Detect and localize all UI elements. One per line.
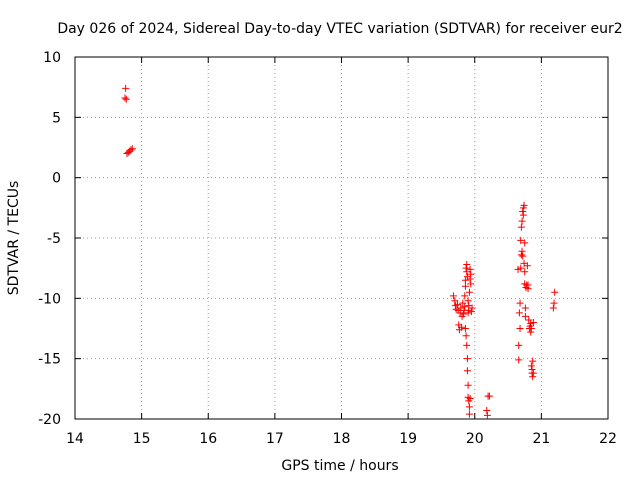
data-point [459,310,467,318]
data-point [464,297,472,305]
data-point [463,355,471,363]
data-point [520,201,528,209]
data-point [449,292,457,300]
data-point [549,304,557,312]
data-point [465,403,473,411]
data-point [519,207,527,215]
x-tick-label: 16 [199,431,217,447]
data-point [461,292,469,300]
data-point [464,381,472,389]
x-tick-label: 21 [532,431,550,447]
data-point [483,407,491,415]
x-tick-label: 14 [66,431,84,447]
data-point [465,410,473,418]
data-point [128,145,136,153]
data-point [465,288,473,296]
data-point [463,261,471,269]
x-tick-label: 20 [466,431,484,447]
axes: 14 15 16 17 18 19 20 21 22 -20 -15 -10 -5 0 5 10 [38,50,617,447]
plot-border [74,56,609,420]
data-point [519,211,527,219]
data-point [515,341,523,349]
data-point [529,373,537,381]
y-tick-label: -10 [38,291,61,307]
data-point [516,299,524,307]
y-tick-label: 5 [52,110,61,126]
data-points [121,84,559,419]
data-point [529,318,537,326]
data-point [451,297,459,305]
data-point [550,299,558,307]
data-point [524,281,532,289]
data-point [461,325,469,332]
data-point [467,280,475,288]
data-point [515,356,523,364]
data-point [527,362,535,370]
data-point [517,251,525,259]
data-point [127,146,135,154]
data-point [529,369,537,377]
x-axis-label: GPS time / hours [281,458,398,474]
data-point [466,265,474,273]
data-point [122,95,130,103]
data-point [529,357,537,365]
y-axis-label: SDTVAR / TECUs [6,181,22,296]
data-point [525,316,533,324]
x-tick-label: 17 [266,431,284,447]
data-point [467,270,475,278]
x-tick-label: 22 [599,431,617,447]
chart-title: Day 026 of 2024, Sidereal Day-to-day VTE… [57,21,622,37]
data-point [521,304,529,312]
data-point [462,332,470,340]
data-point [463,341,471,349]
data-point [517,236,525,244]
data-point [517,264,525,272]
x-tick-label: 15 [133,431,151,447]
data-point [523,262,531,270]
y-tick-label: -15 [38,352,61,368]
data-point [466,394,474,402]
data-point [551,288,559,296]
data-point [518,217,526,225]
y-tick-label: 0 [52,171,61,187]
y-tick-label: -20 [38,412,61,428]
data-point [121,94,129,102]
data-point [468,304,476,312]
data-point [457,323,465,331]
data-point [521,268,529,276]
data-point [483,411,491,419]
data-point [518,247,526,255]
data-point [527,328,535,336]
data-point [517,223,525,231]
data-point [466,275,474,283]
y-tick-label: -5 [47,231,61,247]
x-tick-label: 19 [399,431,417,447]
y-tick-label: 10 [43,50,61,66]
data-point [463,367,471,375]
data-point [461,276,469,284]
data-point [521,312,529,320]
data-point [485,392,493,400]
data-point [459,299,467,307]
data-point [519,252,527,260]
data-point [527,325,535,332]
x-tick-label: 18 [333,431,351,447]
data-point [515,309,523,317]
data-point [516,325,524,332]
data-point [461,282,469,290]
data-point [462,264,470,272]
data-point [453,300,461,308]
data-point [467,308,475,316]
data-point [461,303,469,311]
data-point [456,309,464,317]
data-point [122,84,130,92]
data-point [521,239,529,247]
